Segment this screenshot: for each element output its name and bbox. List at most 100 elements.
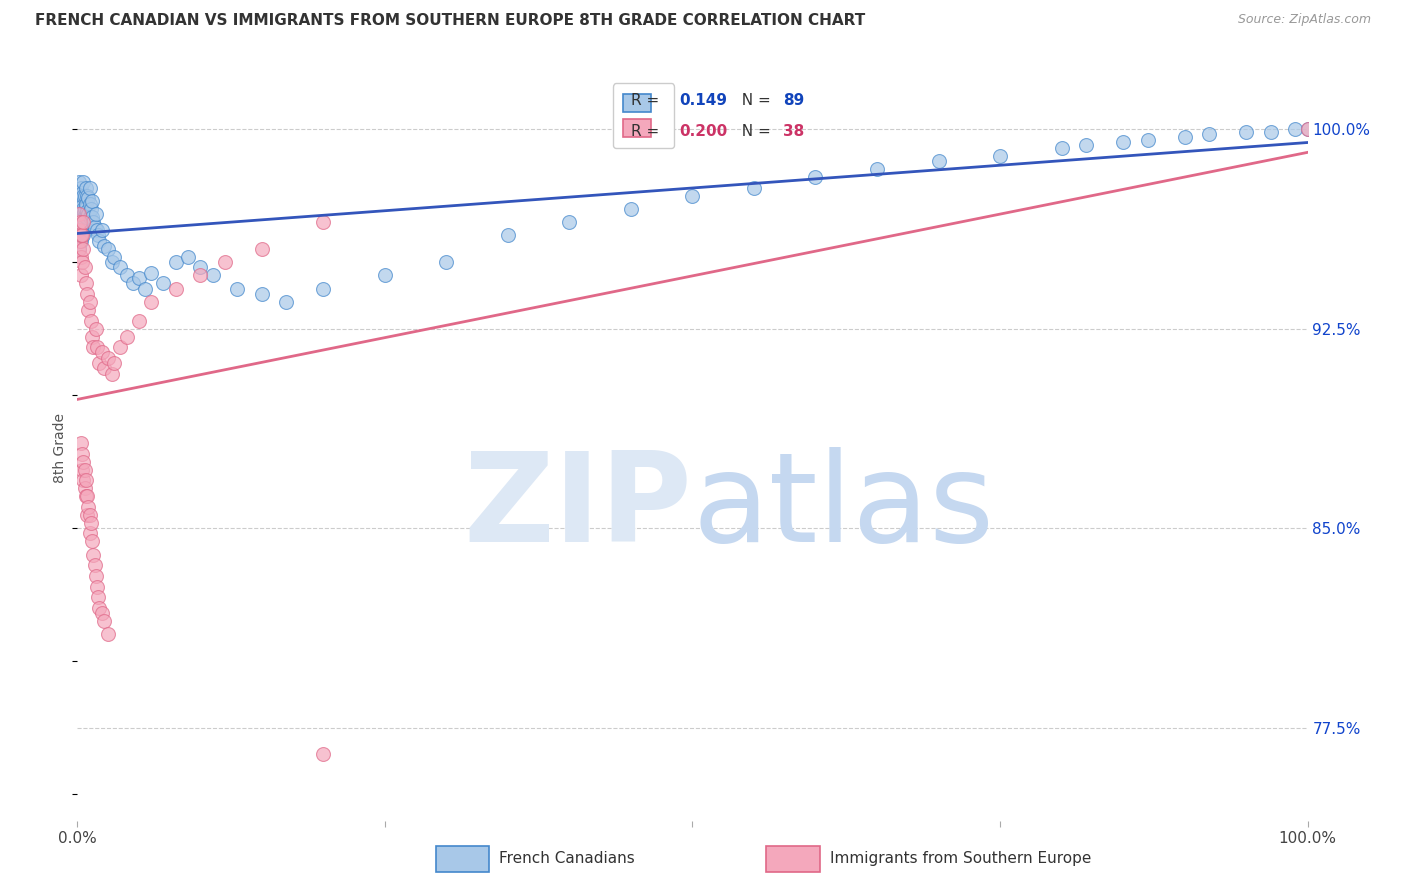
Point [82,210,104,224]
Point [75,210,97,224]
Point [70,180,93,194]
Point [682,188,704,202]
Point [83,220,105,235]
Point [82,340,104,354]
Point [70,228,93,243]
Point [928,153,950,168]
Point [97,627,120,641]
Point [79,526,101,541]
Point [101,255,124,269]
Point [75,277,97,291]
Point [312,282,335,296]
Point [97,351,120,365]
Point [436,255,458,269]
Point [75,180,97,194]
Point [103,250,125,264]
Legend: , : , [613,84,673,148]
Point [76,508,98,522]
Point [72,228,94,243]
Text: 38: 38 [783,124,804,138]
Point [93,361,115,376]
Point [76,489,98,503]
Point [1112,136,1135,150]
Point [89,600,111,615]
Point [558,215,581,229]
Point [70,436,93,450]
Point [75,489,97,503]
Point [70,255,93,269]
Point [128,271,150,285]
Point [70,226,93,240]
Point [97,242,120,256]
Point [1296,122,1319,136]
Text: R =: R = [631,124,664,138]
Point [73,260,96,275]
Point [190,260,212,275]
Point [73,481,96,495]
Point [1076,138,1098,153]
Point [988,148,1011,162]
Point [73,188,96,202]
Text: FRENCH CANADIAN VS IMMIGRANTS FROM SOUTHERN EUROPE 8TH GRADE CORRELATION CHART: FRENCH CANADIAN VS IMMIGRANTS FROM SOUTH… [35,13,866,29]
Text: French Canadians: French Canadians [499,852,636,866]
Text: Immigrants from Southern Europe: Immigrants from Southern Europe [830,852,1091,866]
Point [72,188,94,202]
Point [866,161,889,176]
Text: R =: R = [631,93,664,108]
Point [70,446,93,460]
Point [190,268,212,283]
Point [79,508,101,522]
Point [165,255,187,269]
Point [86,340,108,354]
Point [69,215,91,229]
Text: Source: ZipAtlas.com: Source: ZipAtlas.com [1237,13,1371,27]
Text: 0.200: 0.200 [679,124,727,138]
Point [69,215,91,229]
Text: atlas: atlas [693,447,994,568]
Point [80,516,103,530]
Point [152,277,174,291]
Point [84,207,107,221]
Point [93,239,115,253]
Point [1234,125,1257,139]
Point [70,199,93,213]
Point [83,558,105,573]
Point [496,228,519,243]
Point [1296,122,1319,136]
Point [67,175,90,189]
Point [250,287,273,301]
Point [110,340,132,354]
Point [67,223,90,237]
Point [70,462,93,476]
Point [87,228,110,243]
Point [86,223,108,237]
Point [214,255,236,269]
Point [742,180,765,194]
Point [82,194,104,208]
Point [72,215,94,229]
Point [80,202,103,216]
Point [67,207,90,221]
Point [82,548,104,562]
Point [79,180,101,194]
Point [70,268,93,283]
Point [72,454,94,468]
Point [86,580,108,594]
Point [72,175,94,189]
Point [77,207,100,221]
Point [1050,141,1073,155]
Point [134,282,156,296]
Point [70,234,93,248]
Point [70,207,93,221]
Point [101,367,124,381]
Y-axis label: 8th Grade: 8th Grade [53,413,67,483]
Point [67,215,90,229]
Point [93,614,115,628]
Point [84,321,107,335]
Point [276,294,298,309]
Point [76,204,98,219]
Text: 0.149: 0.149 [679,93,727,108]
Point [69,228,91,243]
Point [72,242,94,256]
Point [312,215,335,229]
